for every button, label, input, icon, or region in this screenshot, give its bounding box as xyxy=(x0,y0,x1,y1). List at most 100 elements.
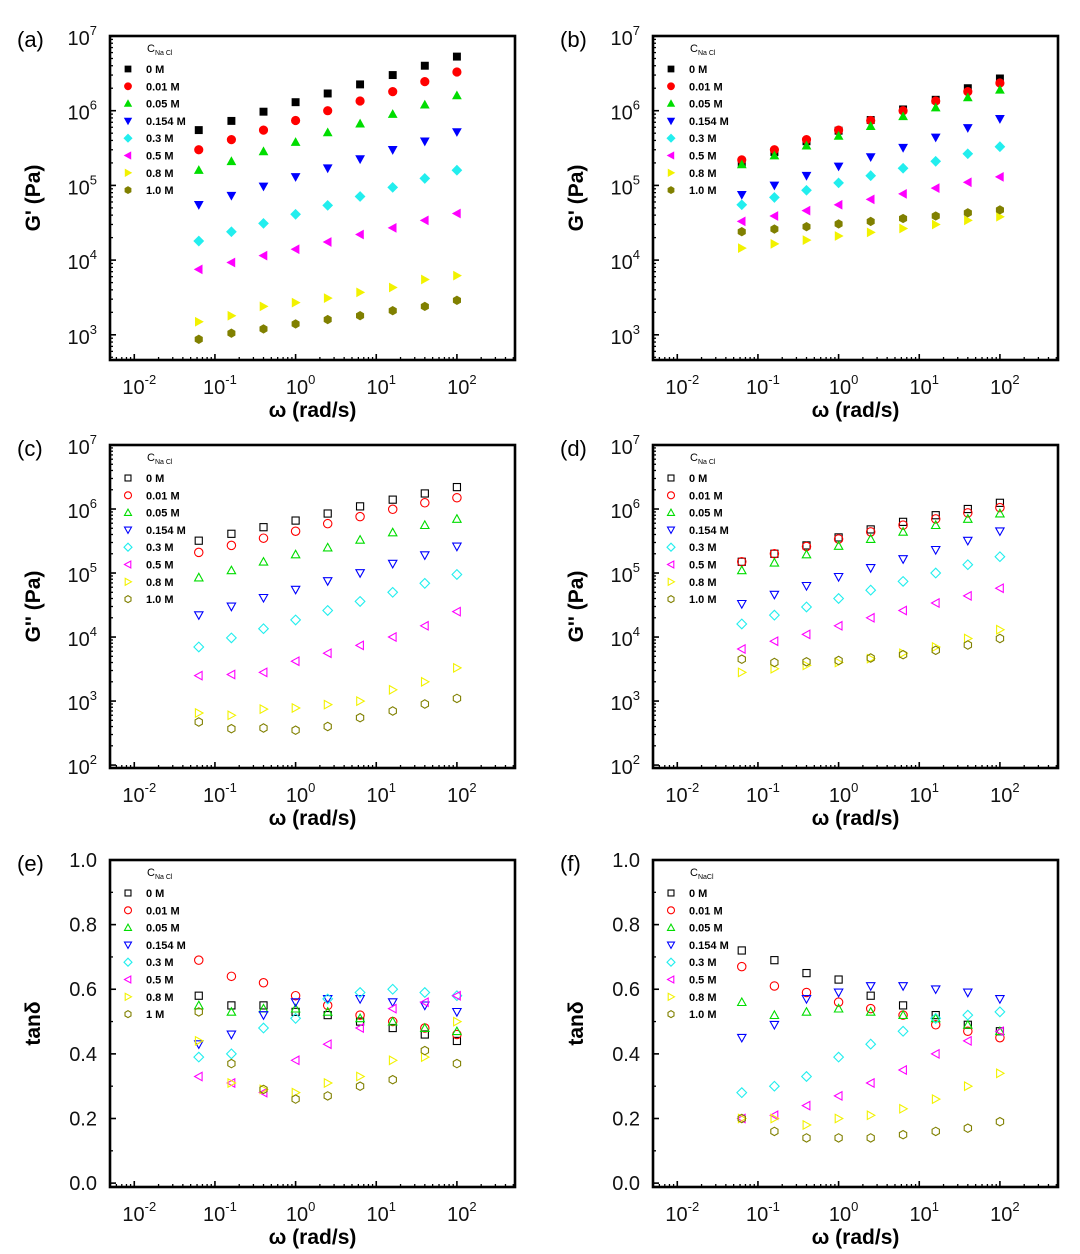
tick-exponent: 3 xyxy=(633,688,640,703)
data-point xyxy=(995,498,1005,507)
data-point xyxy=(963,1081,974,1092)
tick-exponent: 2 xyxy=(1012,780,1019,795)
legend-marker-icon xyxy=(123,542,133,552)
legend-title: CNa Cl xyxy=(690,452,716,466)
y-tick-label: 0.4 xyxy=(69,1044,97,1066)
legend-title-sub: Na Cl xyxy=(155,50,173,57)
data-point xyxy=(834,655,843,666)
data-point xyxy=(387,631,397,643)
legend-label: 0 M xyxy=(146,888,164,900)
data-point xyxy=(226,191,237,201)
legend-marker-icon xyxy=(667,65,675,73)
series-0p8M xyxy=(738,211,1005,253)
series-0p01M xyxy=(194,67,462,155)
data-point xyxy=(226,971,237,982)
plot-frame xyxy=(651,34,1060,362)
data-point xyxy=(193,641,205,653)
data-point xyxy=(452,128,462,137)
data-point xyxy=(225,1048,237,1060)
legend: CNa Cl 0 M 0.01 M 0.05 M 0.154 M 0.3 M 0.5 M 0.… xyxy=(123,867,186,1021)
tick-exponent: 0 xyxy=(851,780,858,795)
data-point xyxy=(930,567,942,579)
tick-exponent: 0 xyxy=(851,1199,858,1214)
data-point xyxy=(994,1006,1006,1018)
data-point xyxy=(962,559,974,571)
data-point xyxy=(193,165,204,174)
tick-base: 10 xyxy=(367,785,389,807)
data-point xyxy=(226,602,237,612)
legend-marker-icon xyxy=(667,168,676,177)
data-point xyxy=(419,519,430,530)
x-tick-label: 101 xyxy=(910,372,939,399)
data-point xyxy=(833,988,844,998)
data-point xyxy=(736,599,747,610)
data-point xyxy=(897,575,909,587)
series-0p154M xyxy=(736,982,1006,1044)
legend-label: 0.5 M xyxy=(146,975,174,987)
data-point xyxy=(737,557,747,567)
data-point xyxy=(388,1074,397,1085)
data-point xyxy=(290,1003,301,1013)
legend-item: 1.0 M xyxy=(667,185,717,197)
data-point xyxy=(770,1113,780,1124)
tick-exponent: -1 xyxy=(225,372,237,387)
legend-item: 0.01 M xyxy=(666,905,723,917)
data-point xyxy=(964,215,973,226)
y-tick-label: 106 xyxy=(68,496,97,523)
legend-item: 0.01 M xyxy=(124,81,180,93)
data-point xyxy=(963,508,973,518)
data-point xyxy=(995,1116,1005,1127)
data-point xyxy=(995,115,1005,124)
tick-base: 10 xyxy=(746,377,768,399)
data-point xyxy=(322,1000,333,1011)
legend-item: 0 M xyxy=(667,473,707,485)
data-point xyxy=(898,520,908,530)
data-point xyxy=(194,145,204,155)
data-point xyxy=(802,1119,812,1131)
data-point xyxy=(833,534,844,544)
data-point xyxy=(290,614,302,626)
legend-item: 0.3 M xyxy=(123,133,174,145)
legend-item: 0 M xyxy=(124,888,164,900)
data-point xyxy=(898,1129,908,1140)
data-point xyxy=(322,1039,332,1050)
data-point xyxy=(452,295,462,305)
legend-marker-icon xyxy=(124,1009,132,1019)
legend: CNa Cl 0 M 0.01 M 0.05 M 0.154 M 0.3 M 0.5 M 0.… xyxy=(666,43,729,197)
tick-base: 10 xyxy=(746,1204,768,1226)
data-point xyxy=(897,162,909,174)
legend-title-main: C xyxy=(147,452,155,464)
data-point xyxy=(291,319,300,329)
legend-item: 0.5 M xyxy=(123,560,174,572)
tick-exponent: 2 xyxy=(469,372,476,387)
legend-marker-icon xyxy=(124,889,132,897)
data-point xyxy=(899,1103,909,1114)
legend-marker-icon xyxy=(666,957,676,967)
series-0p5M xyxy=(736,172,1004,227)
data-point xyxy=(801,1100,811,1111)
data-point xyxy=(833,177,844,189)
data-point xyxy=(355,311,365,321)
legend-marker-icon xyxy=(666,560,675,569)
legend-marker-icon xyxy=(124,577,133,587)
series-0p5M xyxy=(736,583,1004,655)
data-point xyxy=(258,533,269,543)
legend-label: 0.05 M xyxy=(689,508,723,520)
legend-item: 0.154 M xyxy=(123,116,186,128)
data-point xyxy=(291,1094,300,1104)
panel-label: (a) xyxy=(17,27,44,52)
tick-base: 10 xyxy=(203,377,225,399)
tick-base: 10 xyxy=(203,785,225,807)
data-point xyxy=(258,667,268,678)
series-1p0M xyxy=(737,205,1004,237)
legend-item: 0 M xyxy=(124,473,164,485)
data-point xyxy=(193,1000,204,1010)
legend-label: 1 M xyxy=(146,1009,164,1021)
data-point xyxy=(930,985,941,995)
legend-marker-icon xyxy=(666,507,676,516)
data-point xyxy=(258,593,269,604)
legend-label: 0.154 M xyxy=(146,116,186,128)
legend-item: 0.05 M xyxy=(123,508,180,520)
data-point xyxy=(770,549,779,558)
